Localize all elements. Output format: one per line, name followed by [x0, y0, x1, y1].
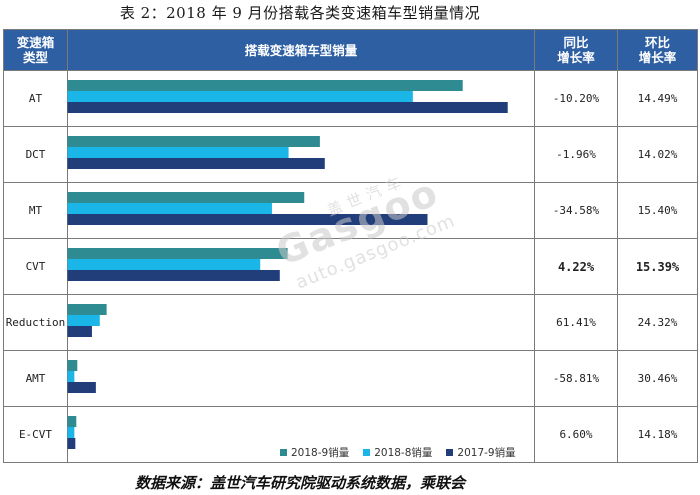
yoy-value: 4.22% — [534, 238, 618, 295]
chart-legend: 2018-9销量 2018-8销量 2017-9销量 — [280, 445, 516, 460]
table-row: CVT 4.22% 15.39% — [3, 238, 698, 295]
row-label: DCT — [3, 126, 68, 183]
header-type-label: 变速箱 类型 — [16, 35, 55, 65]
table-row: E-CVT 6.60% 14.18% — [3, 406, 698, 463]
header-mom-label: 环比 增长率 — [638, 35, 677, 65]
mom-value: 14.18% — [617, 406, 698, 463]
yoy-value: 61.41% — [534, 294, 618, 351]
header-yoy-label: 同比 增长率 — [557, 35, 595, 65]
yoy-value: -58.81% — [534, 350, 618, 407]
table-row: DCT -1.96% 14.02% — [3, 126, 698, 183]
bar-cell — [67, 350, 535, 407]
mom-value: 15.40% — [617, 182, 698, 239]
table-row: AMT -58.81% 30.46% — [3, 350, 698, 407]
sales-table: 变速箱 类型 搭载变速箱车型销量 同比 增长率 环比 增长率 AT -10.20… — [3, 29, 698, 463]
mom-value: 14.49% — [617, 70, 698, 127]
legend-item: 2018-8销量 — [363, 445, 432, 460]
bar-cell — [67, 126, 535, 183]
row-label: E-CVT — [3, 406, 68, 463]
legend-swatch — [446, 449, 454, 456]
row-label: MT — [3, 182, 68, 239]
legend-swatch — [363, 449, 371, 456]
legend-label: 2017-9销量 — [457, 447, 516, 459]
table-title: 表 2：2018 年 9 月份搭载各类变速箱车型销量情况 — [119, 4, 481, 22]
legend-item: 2017-9销量 — [446, 445, 516, 460]
yoy-value: -34.58% — [534, 182, 618, 239]
yoy-value: 6.60% — [534, 406, 618, 463]
bar-cell — [67, 70, 535, 127]
header-type: 变速箱 类型 — [3, 29, 68, 71]
row-label: AT — [3, 70, 68, 127]
mom-value: 15.39% — [617, 238, 698, 295]
header-yoy: 同比 增长率 — [534, 29, 618, 71]
source-note: 数据来源：盖世汽车研究院驱动系统数据，乘联会 — [134, 474, 465, 492]
header-sales-label: 搭载变速箱车型销量 — [244, 42, 358, 58]
mom-value: 30.46% — [617, 350, 698, 407]
header-row: 变速箱 类型 搭载变速箱车型销量 同比 增长率 环比 增长率 — [3, 29, 698, 71]
bar-cell — [67, 294, 535, 351]
yoy-value: -10.20% — [534, 70, 618, 127]
table-row: MT -34.58% 15.40% — [3, 182, 698, 239]
mom-value: 24.32% — [617, 294, 698, 351]
row-label: Reduction — [3, 294, 68, 351]
mom-value: 14.02% — [617, 126, 698, 183]
table-row: AT -10.20% 14.49% — [3, 70, 698, 127]
row-label: CVT — [3, 238, 68, 295]
bar-cell — [67, 182, 535, 239]
header-sales: 搭载变速箱车型销量 — [67, 29, 535, 71]
bar-cell — [67, 406, 535, 463]
header-mom: 环比 增长率 — [617, 29, 698, 71]
legend-swatch — [280, 449, 287, 456]
legend-item: 2018-9销量 — [280, 445, 349, 460]
row-label: AMT — [3, 350, 68, 407]
yoy-value: -1.96% — [534, 126, 618, 183]
table-row: Reduction 61.41% 24.32% — [3, 294, 698, 351]
legend-label: 2018-9销量 — [291, 447, 350, 459]
legend-label: 2018-8销量 — [374, 447, 433, 459]
bar-cell — [67, 238, 535, 295]
